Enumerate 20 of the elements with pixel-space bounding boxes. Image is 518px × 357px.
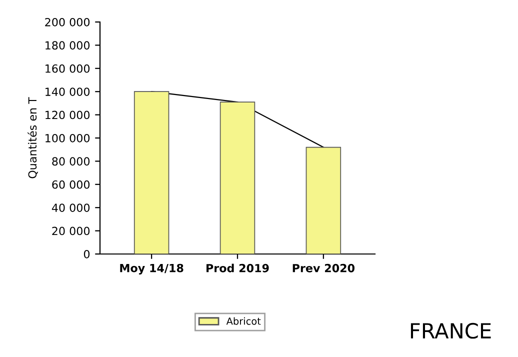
y-tick-label: 40 000 xyxy=(52,204,90,212)
y-tick-label: 120 000 xyxy=(46,110,90,120)
y-tick-label: 80 000 xyxy=(52,157,90,166)
y-tick-label: 100 000 xyxy=(46,134,90,142)
y-tick-label: 20 000 xyxy=(52,226,90,236)
y-axis-title: Quantités en T xyxy=(28,97,38,178)
x-tick-label: Prod 2019 xyxy=(206,264,269,272)
bar xyxy=(134,91,170,254)
y-tick-label: 160 000 xyxy=(46,64,90,73)
y-tick-label: 0 xyxy=(84,250,90,258)
legend-label: Abricot xyxy=(226,317,261,325)
bar xyxy=(220,102,256,254)
text: FRANCE xyxy=(410,322,491,339)
y-tick-label: 60 000 xyxy=(52,180,90,189)
x-tick-label: Prev 2020 xyxy=(292,264,355,272)
y-tick-label: 180 000 xyxy=(46,41,90,50)
bar xyxy=(306,146,342,254)
y-tick-label: 140 000 xyxy=(46,88,90,96)
x-tick-label: Moy 14/18 xyxy=(120,264,184,274)
y-tick-label: 200 000 xyxy=(45,18,90,26)
